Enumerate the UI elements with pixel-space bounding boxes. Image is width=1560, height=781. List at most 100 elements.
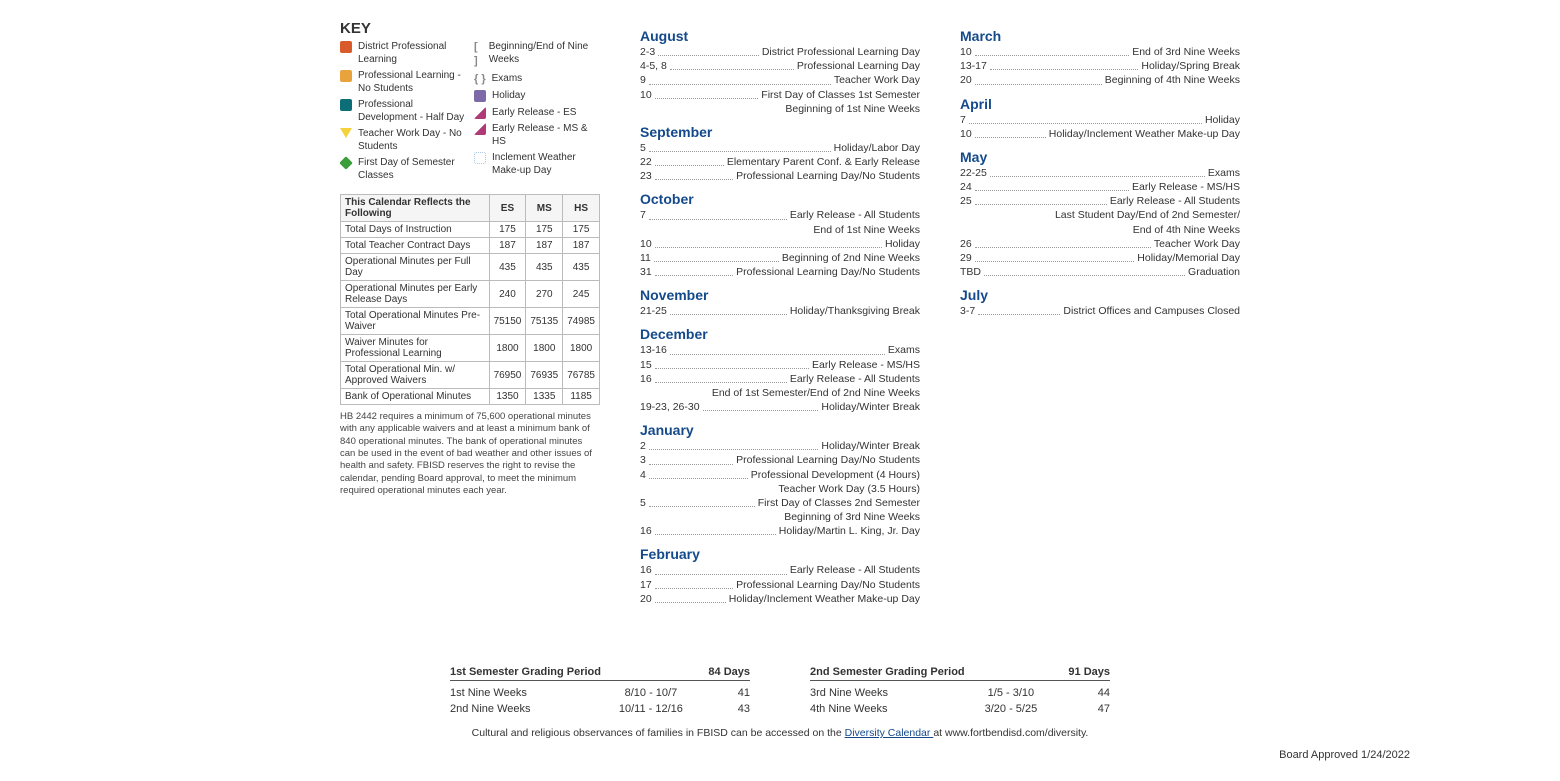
month-title: July <box>960 287 1240 303</box>
legend-item: Inclement Weather Make-up Day <box>474 152 600 177</box>
date-row: 4Professional Development (4 Hours) <box>640 468 920 482</box>
legend-item: Early Release - ES <box>474 107 600 120</box>
date-row: 16Early Release - All Students <box>640 563 920 577</box>
legend-swatch: { } <box>474 73 486 87</box>
grading-2nd-semester: 2nd Semester Grading Period 91 Days 3rd … <box>810 666 1110 717</box>
table-row: Operational Minutes per Early Release Da… <box>341 281 600 308</box>
date-row: 20Holiday/Inclement Weather Make-up Day <box>640 592 920 606</box>
legend-swatch <box>340 99 352 111</box>
date-row: 5Holiday/Labor Day <box>640 141 920 155</box>
date-row: 13-16Exams <box>640 343 920 357</box>
date-row: 16Holiday/Martin L. King, Jr. Day <box>640 524 920 538</box>
legend-item: First Day of Semester Classes <box>340 157 466 182</box>
date-row: 24Early Release - MS/HS <box>960 180 1240 194</box>
legend-label: Holiday <box>492 90 525 103</box>
table-row: Total Days of Instruction175175175 <box>341 222 600 238</box>
date-row: TBDGraduation <box>960 265 1240 279</box>
legend-swatch <box>340 70 352 82</box>
legend-label: First Day of Semester Classes <box>358 157 466 182</box>
legend-item: { } Exams <box>474 73 600 87</box>
legend: District Professional Learning Profession… <box>340 41 600 186</box>
date-row: 10Holiday/Inclement Weather Make-up Day <box>960 127 1240 141</box>
month-title: November <box>640 287 920 303</box>
date-row: 31Professional Learning Day/No Students <box>640 265 920 279</box>
legend-swatch <box>474 107 486 119</box>
date-row: 21-25Holiday/Thanksgiving Break <box>640 304 920 318</box>
date-row: 29Holiday/Memorial Day <box>960 251 1240 265</box>
month-title: April <box>960 96 1240 112</box>
date-row: 19-23, 26-30Holiday/Winter Break <box>640 400 920 414</box>
table-row: Total Teacher Contract Days187187187 <box>341 238 600 254</box>
table-row: Waiver Minutes for Professional Learning… <box>341 335 600 362</box>
date-row: 13-17Holiday/Spring Break <box>960 59 1240 73</box>
legend-swatch <box>339 156 353 170</box>
date-row: 25Early Release - All Students <box>960 194 1240 208</box>
date-row: 2-3District Professional Learning Day <box>640 45 920 59</box>
month-title: December <box>640 326 920 342</box>
date-row: 10End of 3rd Nine Weeks <box>960 45 1240 59</box>
grading-row: 4th Nine Weeks3/20 - 5/2547 <box>810 701 1110 717</box>
date-continuation: Beginning of 3rd Nine Weeks <box>640 510 920 524</box>
legend-swatch <box>340 128 352 138</box>
legend-label: Exams <box>492 73 523 87</box>
date-row: 26Teacher Work Day <box>960 237 1240 251</box>
date-row: 22Elementary Parent Conf. & Early Releas… <box>640 155 920 169</box>
table-row: Operational Minutes per Full Day43543543… <box>341 254 600 281</box>
legend-swatch <box>340 41 352 53</box>
table-row: Total Operational Min. w/ Approved Waive… <box>341 362 600 389</box>
date-continuation: End of 1st Semester/End of 2nd Nine Week… <box>640 386 920 400</box>
diversity-link[interactable]: Diversity Calendar <box>845 727 934 739</box>
legend-item: Teacher Work Day - No Students <box>340 128 466 153</box>
legend-swatch <box>474 123 486 135</box>
date-row: 15Early Release - MS/HS <box>640 358 920 372</box>
date-row: 11Beginning of 2nd Nine Weeks <box>640 251 920 265</box>
key-title: KEY <box>340 20 600 37</box>
date-row: 7Early Release - All Students <box>640 208 920 222</box>
date-row: 22-25Exams <box>960 166 1240 180</box>
date-row: 5First Day of Classes 2nd Semester <box>640 496 920 510</box>
date-row: 9Teacher Work Day <box>640 73 920 87</box>
legend-item: District Professional Learning <box>340 41 466 66</box>
month-title: May <box>960 149 1240 165</box>
legend-swatch: [ ] <box>474 41 483 69</box>
month-title: August <box>640 28 920 44</box>
stats-footnote: HB 2442 requires a minimum of 75,600 ope… <box>340 411 600 497</box>
stats-header: This Calendar Reflects the Following <box>341 195 490 222</box>
stats-table: This Calendar Reflects the Following ES … <box>340 194 600 405</box>
legend-label: Inclement Weather Make-up Day <box>492 152 600 177</box>
month-title: September <box>640 124 920 140</box>
legend-label: Early Release - ES <box>492 107 576 120</box>
month-title: March <box>960 28 1240 44</box>
date-row: 16Early Release - All Students <box>640 372 920 386</box>
legend-item: [ ] Beginning/End of Nine Weeks <box>474 41 600 69</box>
legend-swatch <box>474 152 486 164</box>
diversity-note: Cultural and religious observances of fa… <box>30 727 1530 739</box>
table-row: Bank of Operational Minutes135013351185 <box>341 389 600 405</box>
date-continuation: Beginning of 1st Nine Weeks <box>640 102 920 116</box>
legend-label: District Professional Learning <box>358 41 466 66</box>
date-continuation: Teacher Work Day (3.5 Hours) <box>640 482 920 496</box>
legend-item: Holiday <box>474 90 600 103</box>
legend-label: Beginning/End of Nine Weeks <box>489 41 600 69</box>
month-title: January <box>640 422 920 438</box>
board-approved: Board Approved 1/24/2022 <box>30 749 1410 761</box>
date-row: 4-5, 8Professional Learning Day <box>640 59 920 73</box>
date-row: 3-7District Offices and Campuses Closed <box>960 304 1240 318</box>
grading-row: 1st Nine Weeks8/10 - 10/741 <box>450 685 750 701</box>
date-continuation: Last Student Day/End of 2nd Semester/ <box>960 208 1240 222</box>
legend-item: Professional Development - Half Day <box>340 99 466 124</box>
date-row: 23Professional Learning Day/No Students <box>640 169 920 183</box>
date-continuation: End of 1st Nine Weeks <box>640 223 920 237</box>
date-row: 7Holiday <box>960 113 1240 127</box>
legend-item: Early Release - MS & HS <box>474 123 600 148</box>
legend-label: Professional Development - Half Day <box>358 99 466 124</box>
grading-1st-semester: 1st Semester Grading Period 84 Days 1st … <box>450 666 750 717</box>
date-row: 3Professional Learning Day/No Students <box>640 453 920 467</box>
legend-label: Teacher Work Day - No Students <box>358 128 466 153</box>
month-title: October <box>640 191 920 207</box>
legend-label: Early Release - MS & HS <box>492 123 600 148</box>
table-row: Total Operational Minutes Pre-Waiver7515… <box>341 308 600 335</box>
legend-label: Professional Learning - No Students <box>358 70 466 95</box>
date-row: 20Beginning of 4th Nine Weeks <box>960 73 1240 87</box>
date-row: 10First Day of Classes 1st Semester <box>640 88 920 102</box>
